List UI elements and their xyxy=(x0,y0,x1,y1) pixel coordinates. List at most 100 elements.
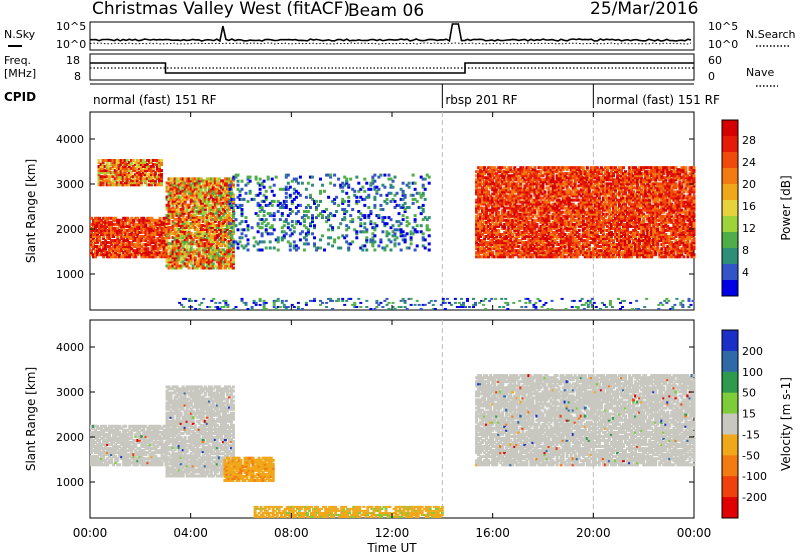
heatmap-cell xyxy=(519,188,523,192)
heatmap-cell xyxy=(581,253,585,257)
heatmap-cell xyxy=(309,222,312,226)
heatmap-cell xyxy=(130,218,134,222)
heatmap-cell xyxy=(99,177,103,181)
heatmap-cell xyxy=(167,207,171,211)
heatmap-cell xyxy=(485,249,489,253)
heatmap-cell xyxy=(327,242,331,246)
heatmap-cell xyxy=(119,173,123,177)
heatmap-cell xyxy=(181,197,185,201)
heatmap-cell xyxy=(211,262,215,266)
heatmap-cell xyxy=(481,222,485,226)
heatmap-cell xyxy=(181,244,185,248)
heatmap-cell xyxy=(136,218,140,222)
heatmap-cell xyxy=(104,216,108,220)
heatmap-cell xyxy=(217,264,221,268)
heatmap-cell xyxy=(181,228,185,231)
heatmap-cell xyxy=(573,255,577,259)
heatmap-cell xyxy=(545,202,549,206)
heatmap-cell xyxy=(225,242,229,246)
heatmap-cell xyxy=(495,224,499,228)
heatmap-cell xyxy=(203,226,207,229)
heatmap-cell xyxy=(183,252,187,256)
heatmap-cell xyxy=(101,181,105,185)
heatmap-cell xyxy=(495,192,499,196)
heatmap-cell xyxy=(152,255,156,259)
heatmap-cell xyxy=(387,177,391,181)
heatmap-cell xyxy=(551,192,555,196)
heatmap-cell xyxy=(529,180,533,184)
heatmap-cell xyxy=(131,169,135,173)
heatmap-cell xyxy=(103,179,107,183)
heatmap-cell xyxy=(519,208,523,212)
heatmap-cell xyxy=(175,238,179,242)
heatmap-cell xyxy=(569,222,573,226)
heatmap-cell xyxy=(509,194,513,198)
heatmap-cell xyxy=(146,216,150,220)
heatmap-cell xyxy=(238,236,242,240)
heatmap-cell xyxy=(112,218,116,222)
heatmap-cell xyxy=(491,198,495,202)
heatmap-cell xyxy=(217,256,221,260)
heatmap-cell xyxy=(499,218,503,222)
heatmap-cell xyxy=(499,243,503,247)
heatmap-cell xyxy=(221,230,225,234)
heatmap-cell xyxy=(126,255,130,259)
heatmap-cell xyxy=(234,218,238,222)
heatmap-cell xyxy=(541,249,545,253)
heatmap-cell xyxy=(545,208,549,212)
heatmap-cell xyxy=(345,181,349,185)
heatmap-cell xyxy=(541,166,545,170)
heatmap-cell xyxy=(393,199,397,203)
heatmap-cell xyxy=(230,234,234,238)
heatmap-cell xyxy=(557,208,561,212)
heatmap-cell xyxy=(389,191,393,195)
heatmap-cell xyxy=(527,202,531,206)
heatmap-cell xyxy=(507,176,511,180)
heatmap-cell xyxy=(363,197,367,201)
heatmap-cell xyxy=(495,255,499,259)
heatmap-cell xyxy=(306,181,310,185)
heatmap-cell xyxy=(515,188,519,192)
heatmap-cell xyxy=(503,198,507,202)
heatmap-cell xyxy=(567,196,571,200)
heatmap-cell xyxy=(527,192,531,196)
heatmap-cell xyxy=(499,186,503,190)
heatmap-cell xyxy=(545,255,549,259)
heatmap-cell xyxy=(569,220,573,224)
heatmap-cell xyxy=(183,187,187,191)
heatmap-cell xyxy=(519,172,523,176)
heatmap-cell xyxy=(419,206,423,209)
heatmap-cell xyxy=(509,190,513,194)
heatmap-cell xyxy=(557,190,561,194)
heatmap-cell xyxy=(160,220,164,224)
heatmap-cell xyxy=(515,241,519,245)
heatmap-cell xyxy=(573,226,577,230)
heatmap-cell xyxy=(258,218,262,222)
heatmap-cell xyxy=(487,249,491,253)
heatmap-cell xyxy=(98,216,102,220)
heatmap-cell xyxy=(507,206,511,210)
heatmap-cell xyxy=(553,241,557,245)
heatmap-cell xyxy=(537,210,541,214)
heatmap-cell xyxy=(347,246,351,250)
heatmap-cell xyxy=(106,216,110,220)
heatmap-cell xyxy=(187,211,191,215)
heatmap-cell xyxy=(565,237,569,240)
heatmap-cell xyxy=(581,218,585,222)
heatmap-cell xyxy=(481,245,485,249)
heatmap-cell xyxy=(559,206,563,210)
heatmap-cell xyxy=(591,218,595,222)
heatmap-cell xyxy=(231,179,235,183)
heatmap-cell xyxy=(227,248,231,252)
heatmap-cell xyxy=(148,222,152,226)
heatmap-cell xyxy=(123,171,127,175)
heatmap-cell xyxy=(286,240,290,244)
heatmap-cell xyxy=(175,191,179,195)
heatmap-cell xyxy=(101,167,105,171)
heatmap-cell xyxy=(205,217,209,221)
heatmap-cell xyxy=(359,187,363,191)
heatmap-cell xyxy=(339,185,343,189)
heatmap-cell xyxy=(274,175,278,179)
heatmap-cell xyxy=(185,215,189,219)
